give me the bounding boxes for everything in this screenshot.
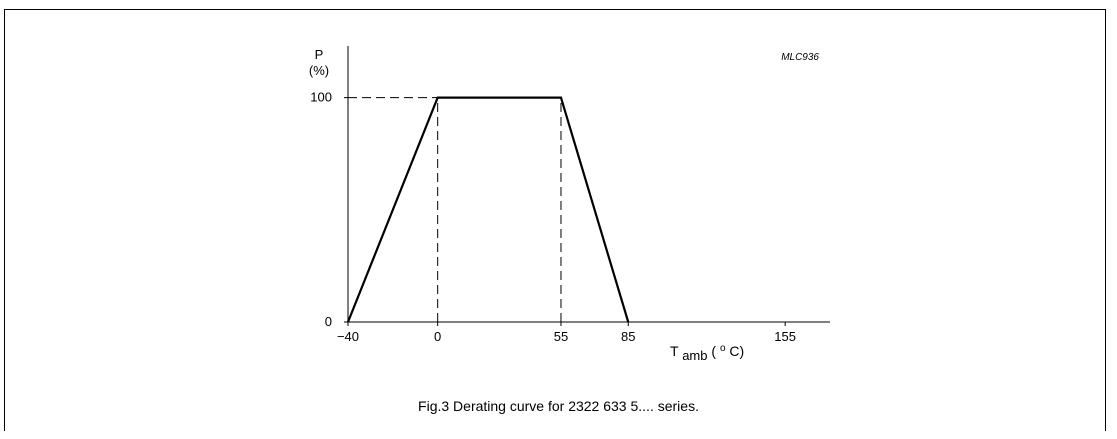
dashed-guides	[348, 97, 562, 322]
series-group	[346, 96, 630, 323]
x-tick-label: 155	[774, 329, 796, 344]
x-axis-label-main: T	[670, 343, 679, 359]
x-tick-label: 0	[434, 329, 441, 344]
figure-caption: Fig.3 Derating curve for 2322 633 5.... …	[418, 398, 699, 414]
x-axis-label-unit-sup: o	[720, 343, 726, 354]
y-axis-label-symbol: P	[315, 47, 324, 62]
x-axis-label-unit-open: (	[711, 343, 716, 359]
x-tick-label: 55	[554, 329, 568, 344]
figure-id-label: MLC936	[781, 52, 819, 63]
x-tick-label: −40	[337, 329, 359, 344]
axis-ticks: −40 0 55 85 155 0 100	[310, 90, 796, 344]
y-tick-label: 0	[325, 314, 332, 329]
figure-frame	[4, 9, 1106, 431]
y-axis-label-unit: (%)	[309, 63, 329, 78]
x-axis-label: T amb ( o C)	[670, 338, 744, 363]
axes	[347, 46, 830, 323]
x-axis-label-subscript: amb	[682, 348, 707, 363]
y-tick-label: 100	[310, 90, 332, 105]
x-axis-label-unit-close: C)	[729, 343, 744, 359]
derating-curve-line	[346, 96, 630, 323]
x-tick-label: 85	[621, 329, 635, 344]
